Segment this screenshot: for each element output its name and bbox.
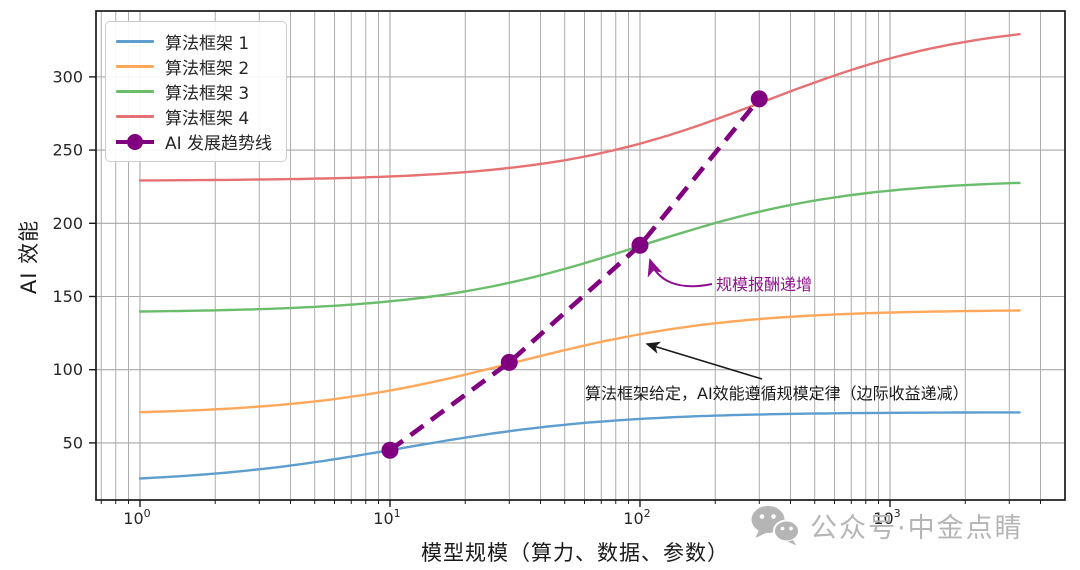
legend-line-sample xyxy=(116,115,154,118)
y-tick-label: 50 xyxy=(63,433,83,452)
x-tick-label: 101 xyxy=(373,507,400,528)
legend-item-framework-1: 算法框架 1 xyxy=(116,30,276,54)
x-tick-label: 100 xyxy=(123,507,150,528)
curve-framework-4 xyxy=(138,33,1021,182)
legend-item-label: 算法框架 3 xyxy=(165,84,250,104)
legend-item-framework-4: 算法框架 4 xyxy=(116,105,276,129)
arrow-increasing-returns xyxy=(647,258,713,288)
legend-item-trend: AI 发展趋势线 xyxy=(116,130,276,154)
x-tick-label: 102 xyxy=(623,507,650,528)
x-axis-label: 模型规模（算力、数据、参数） xyxy=(421,541,729,565)
annotation-scaling-law: 算法框架给定，AI效能遵循规模定律（边际收益递减） xyxy=(585,384,969,403)
legend-item-label: 算法框架 1 xyxy=(165,34,250,54)
legend-item-framework-3: 算法框架 3 xyxy=(116,80,276,104)
legend-box: 算法框架 1 算法框架 2 算法框架 3 算法框架 4 AI 发展趋势线 xyxy=(105,21,287,162)
arrow-scaling-law xyxy=(645,341,763,380)
x-tick-label: 103 xyxy=(873,507,900,528)
trend-point-2 xyxy=(500,353,518,371)
trend-point-4 xyxy=(750,90,768,108)
curve-framework-1 xyxy=(138,411,1021,480)
legend-item-label: AI 发展趋势线 xyxy=(165,134,273,154)
y-tick-label: 100 xyxy=(52,360,83,379)
watermark-text: 公众号·中金点睛 xyxy=(810,512,1024,544)
legend-item-label: 算法框架 2 xyxy=(165,59,250,79)
trend-point-3 xyxy=(631,236,649,254)
legend-line-sample xyxy=(116,40,154,43)
legend-item-label: 算法框架 4 xyxy=(165,109,250,129)
curve-framework-3 xyxy=(138,181,1021,313)
y-axis-label: AI 效能 xyxy=(17,219,41,295)
curve-framework-2 xyxy=(138,309,1021,414)
wechat-icon xyxy=(751,506,800,546)
trend-point-1 xyxy=(381,441,399,459)
legend-line-sample xyxy=(116,90,154,93)
legend-trend-sample xyxy=(116,133,154,150)
y-tick-label: 200 xyxy=(52,214,83,233)
watermark: 公众号·中金点睛 xyxy=(750,504,1024,546)
legend-line-sample xyxy=(116,65,154,68)
legend-item-framework-2: 算法框架 2 xyxy=(116,55,276,79)
plot-frame xyxy=(95,10,1066,501)
y-tick-label: 250 xyxy=(52,141,83,160)
trend-line xyxy=(388,97,762,453)
y-tick-label: 150 xyxy=(52,287,83,306)
legend-trend-dot xyxy=(127,133,143,150)
y-tick-label: 300 xyxy=(52,67,83,86)
annotation-increasing-returns: 规模报酬递增 xyxy=(716,275,813,294)
